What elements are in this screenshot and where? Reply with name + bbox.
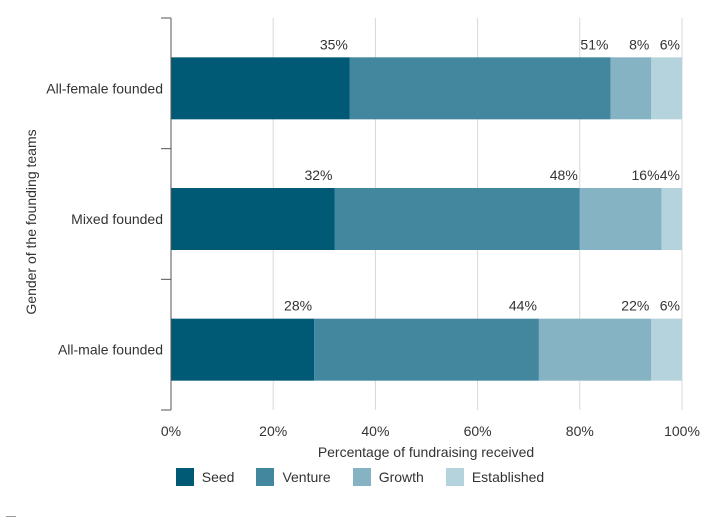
legend-swatch bbox=[256, 468, 275, 486]
bar-segment-growth bbox=[579, 188, 662, 250]
legend-swatch bbox=[175, 468, 194, 486]
data-labels: 35% 51% 8% 6% 32% 48% 16% 4% 28% 44% 22% 6% bbox=[284, 36, 680, 313]
axes: 0% 20% 40% 60% 80% 100% All-female founded Mixe… bbox=[46, 17, 700, 439]
legend-label: Venture bbox=[282, 469, 331, 485]
y-axis-title: Gender of the founding teams bbox=[23, 129, 39, 314]
legend-swatch bbox=[352, 468, 371, 486]
data-label: 8% bbox=[629, 36, 649, 52]
legend-swatch bbox=[445, 468, 464, 486]
bar-segment-growth bbox=[610, 57, 652, 120]
data-label: 48% bbox=[550, 167, 578, 183]
data-label: 6% bbox=[660, 36, 680, 52]
legend-item-venture: Venture bbox=[256, 468, 331, 486]
y-category-label: All-male founded bbox=[58, 342, 163, 358]
data-label: 32% bbox=[304, 167, 332, 183]
bar-segment-seed bbox=[171, 318, 315, 381]
x-axis-title: Percentage of fundraising received bbox=[318, 444, 534, 460]
bar-segment-established bbox=[661, 188, 682, 250]
x-tick-label: 60% bbox=[464, 423, 492, 439]
legend-item-seed: Seed bbox=[175, 468, 235, 486]
data-label: 16% bbox=[632, 167, 660, 183]
bar-segments bbox=[171, 57, 682, 381]
data-label: 51% bbox=[580, 36, 608, 52]
bar-segment-established bbox=[651, 57, 682, 120]
legend-item-growth: Growth bbox=[352, 468, 424, 486]
bar-segment-venture bbox=[349, 57, 611, 120]
legend-item-established: Established bbox=[445, 468, 545, 486]
bar-segment-growth bbox=[538, 318, 652, 381]
bar-segment-venture bbox=[314, 318, 539, 381]
x-tick-label: 80% bbox=[566, 423, 594, 439]
legend-label: Seed bbox=[201, 469, 235, 485]
bar-segment-venture bbox=[334, 188, 580, 250]
x-tick-label: 20% bbox=[259, 423, 287, 439]
corner-mark bbox=[6, 516, 16, 517]
x-tick-label: 40% bbox=[361, 423, 389, 439]
x-tick-label: 0% bbox=[161, 423, 181, 439]
x-tick-label: 100% bbox=[664, 423, 700, 439]
y-category-label: All-female founded bbox=[46, 80, 163, 96]
data-label: 35% bbox=[320, 36, 348, 52]
data-label: 22% bbox=[621, 298, 649, 314]
legend-label: Growth bbox=[378, 469, 424, 485]
data-label: 28% bbox=[284, 298, 312, 314]
legend: Seed Venture Growth Established bbox=[0, 468, 720, 486]
data-label: 4% bbox=[660, 167, 680, 183]
bar-segment-established bbox=[651, 318, 682, 381]
y-category-label: Mixed founded bbox=[71, 211, 163, 227]
bar-segment-seed bbox=[171, 188, 335, 250]
legend-label: Established bbox=[471, 469, 545, 485]
bar-segment-seed bbox=[171, 57, 350, 120]
data-label: 44% bbox=[509, 298, 537, 314]
data-label: 6% bbox=[660, 298, 680, 314]
